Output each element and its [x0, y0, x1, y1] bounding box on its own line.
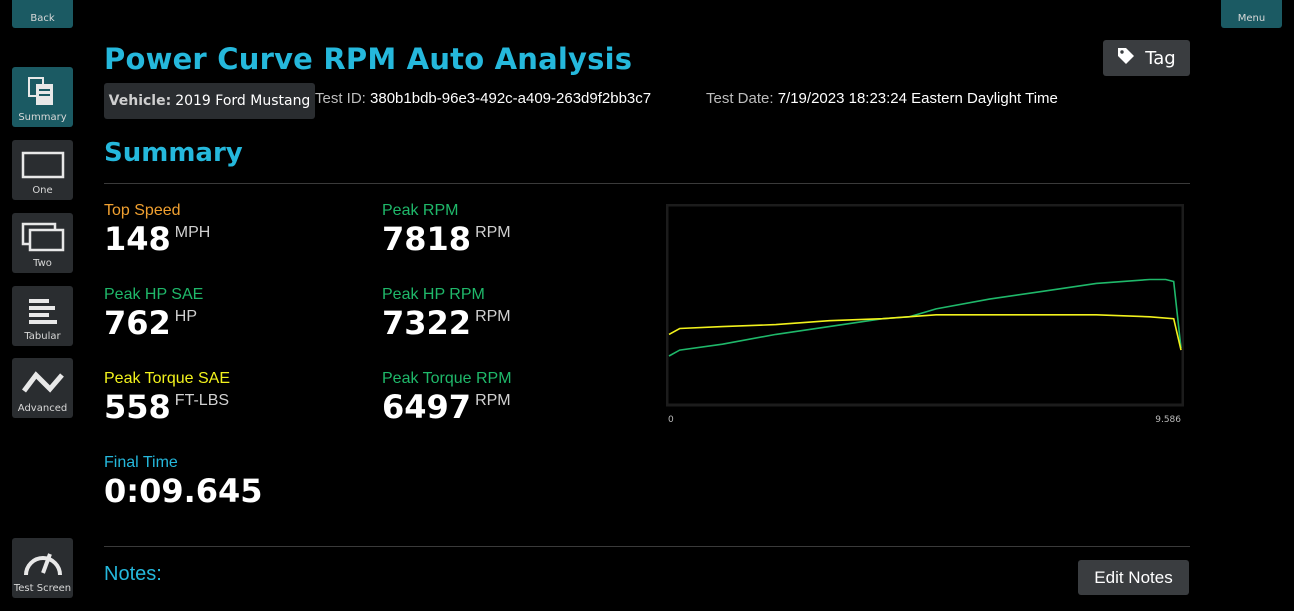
- final-time-label: Final Time: [104, 454, 178, 471]
- table-lines-icon: [12, 292, 73, 328]
- summary-heading: Summary: [104, 138, 243, 168]
- peak-hp-sae-label: Peak HP SAE: [104, 286, 204, 303]
- nav-summary-label: Summary: [18, 112, 67, 123]
- tag-button[interactable]: Tag: [1103, 40, 1190, 76]
- series-line-0: [668, 278, 1182, 357]
- vehicle-badge: Vehicle: 2019 Ford Mustang: [104, 83, 315, 119]
- nav-two[interactable]: Two: [12, 213, 73, 273]
- peak-hp-sae-value: 762: [104, 304, 171, 342]
- nav-tabular[interactable]: Tabular: [12, 286, 73, 346]
- x-tick-end: 9.586: [1155, 415, 1181, 425]
- peak-torque-rpm-stat: Peak Torque RPM 6497 RPM: [382, 370, 512, 426]
- vehicle-label: Vehicle:: [108, 93, 172, 109]
- peak-rpm-stat: Peak RPM 7818 RPM: [382, 202, 511, 258]
- top-speed-label: Top Speed: [104, 202, 181, 219]
- nav-test-screen[interactable]: Test Screen: [12, 538, 73, 598]
- test-id-value: 380b1bdb-96e3-492c-a409-263d9f2bb3c7: [370, 90, 652, 107]
- test-id-label: Test ID:: [315, 90, 366, 107]
- notes-heading: Notes:: [104, 563, 162, 585]
- top-speed-value: 148: [104, 220, 171, 258]
- peak-torque-sae-value: 558: [104, 388, 171, 426]
- page-title: Power Curve RPM Auto Analysis: [104, 42, 633, 76]
- nav-summary[interactable]: Summary: [12, 67, 73, 127]
- document-icon: [12, 73, 73, 109]
- edit-notes-button[interactable]: Edit Notes: [1078, 560, 1189, 595]
- peak-torque-sae-label: Peak Torque SAE: [104, 370, 231, 387]
- gauge-icon: [12, 544, 73, 580]
- peak-hp-rpm-stat: Peak HP RPM 7322 RPM: [382, 286, 511, 342]
- peak-torque-sae-stat: Peak Torque SAE 558 FT-LBS: [104, 370, 230, 426]
- peak-hp-rpm-value: 7322: [382, 304, 472, 342]
- peak-hp-sae-stat: Peak HP SAE 762 HP: [104, 286, 203, 342]
- summary-divider: [104, 183, 1190, 184]
- nav-advanced[interactable]: Advanced: [12, 358, 73, 418]
- chart-frame: [666, 204, 1184, 407]
- top-speed-unit: MPH: [174, 224, 211, 241]
- nav-two-label: Two: [33, 258, 52, 269]
- test-id: Test ID: 380b1bdb-96e3-492c-a409-263d9f2…: [315, 90, 651, 107]
- test-date-value: 7/19/2023 18:23:24 Eastern Daylight Time: [777, 90, 1058, 107]
- series-line-1: [668, 314, 1182, 351]
- back-button[interactable]: Back: [12, 0, 73, 28]
- vehicle-value: 2019 Ford Mustang: [175, 93, 311, 109]
- single-window-icon: [12, 146, 73, 182]
- peak-torque-sae-unit: FT-LBS: [174, 392, 230, 409]
- menu-button[interactable]: Menu: [1221, 0, 1282, 28]
- nav-test-screen-label: Test Screen: [13, 583, 72, 594]
- peak-torque-rpm-value: 6497: [382, 388, 472, 426]
- final-time-value: 0:09.645: [104, 472, 263, 510]
- peak-torque-rpm-unit: RPM: [475, 392, 511, 409]
- peak-hp-sae-unit: HP: [174, 308, 198, 325]
- nav-tabular-label: Tabular: [24, 331, 61, 342]
- peak-rpm-label: Peak RPM: [382, 202, 459, 219]
- zigzag-icon: [12, 364, 73, 400]
- top-speed-stat: Top Speed 148 MPH: [104, 202, 210, 258]
- double-window-icon: [12, 219, 73, 255]
- power-curve-chart: 0 9.586: [666, 204, 1184, 425]
- x-tick-start: 0: [668, 415, 674, 425]
- nav-one-label: One: [32, 185, 53, 196]
- nav-one[interactable]: One: [12, 140, 73, 200]
- test-date: Test Date: 7/19/2023 18:23:24 Eastern Da…: [706, 90, 1058, 107]
- notes-divider: [104, 546, 1190, 547]
- peak-torque-rpm-label: Peak Torque RPM: [382, 370, 512, 387]
- final-time-stat: Final Time 0:09.645: [104, 454, 263, 510]
- peak-hp-rpm-label: Peak HP RPM: [382, 286, 485, 303]
- peak-rpm-value: 7818: [382, 220, 472, 258]
- back-label: Back: [30, 13, 55, 24]
- test-date-label: Test Date:: [706, 90, 774, 107]
- peak-hp-rpm-unit: RPM: [475, 308, 511, 325]
- peak-rpm-unit: RPM: [475, 224, 511, 241]
- tag-icon: [1117, 47, 1135, 70]
- tag-label: Tag: [1145, 47, 1176, 69]
- nav-advanced-label: Advanced: [17, 403, 68, 414]
- menu-label: Menu: [1237, 13, 1266, 24]
